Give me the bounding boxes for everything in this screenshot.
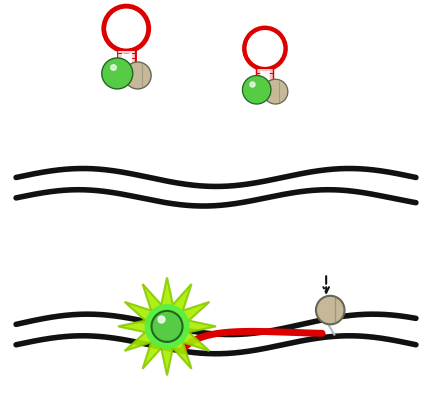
Circle shape (316, 296, 344, 324)
Circle shape (124, 62, 151, 89)
Circle shape (242, 75, 271, 104)
Circle shape (263, 79, 288, 104)
Circle shape (152, 311, 183, 342)
Polygon shape (118, 277, 216, 375)
Circle shape (102, 58, 133, 89)
Circle shape (145, 304, 190, 349)
